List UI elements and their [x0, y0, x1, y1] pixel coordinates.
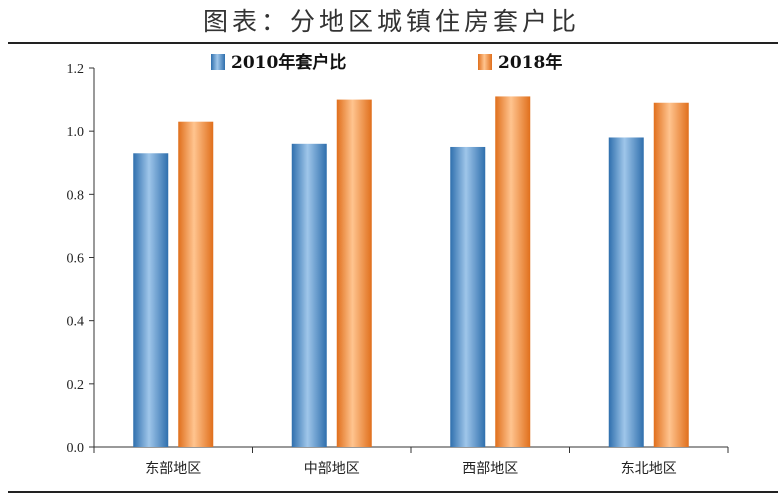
legend-swatch	[211, 54, 225, 70]
y-tick-label: 0.2	[67, 378, 85, 393]
legend-label: 2010年套户比	[231, 52, 346, 73]
y-tick-label: 1.0	[67, 125, 85, 140]
bar-2010	[291, 143, 327, 448]
y-tick-label: 0.0	[67, 441, 85, 456]
bar-2018	[495, 96, 531, 448]
y-tick-label: 0.4	[67, 315, 85, 330]
legend-label: 2018年	[498, 52, 562, 73]
bar-2018	[178, 121, 214, 448]
bar-2010	[608, 137, 644, 447]
bottom-rule	[8, 491, 778, 493]
bar-2010	[133, 153, 169, 447]
bar-2018	[653, 102, 689, 447]
x-tick-label: 西部地区	[462, 461, 518, 477]
y-tick-label: 1.2	[67, 62, 85, 77]
y-tick-label: 0.8	[67, 188, 85, 203]
legend-swatch	[478, 54, 492, 70]
x-tick-label: 中部地区	[304, 461, 360, 477]
bar-2018	[336, 99, 372, 447]
x-tick-label: 东北地区	[621, 461, 677, 477]
y-tick-label: 0.6	[67, 252, 85, 267]
x-tick-label: 东部地区	[145, 461, 201, 477]
top-rule	[8, 42, 778, 44]
chart-title: 图表：分地区城镇住房套户比	[202, 7, 580, 36]
bar-2010	[450, 146, 486, 448]
